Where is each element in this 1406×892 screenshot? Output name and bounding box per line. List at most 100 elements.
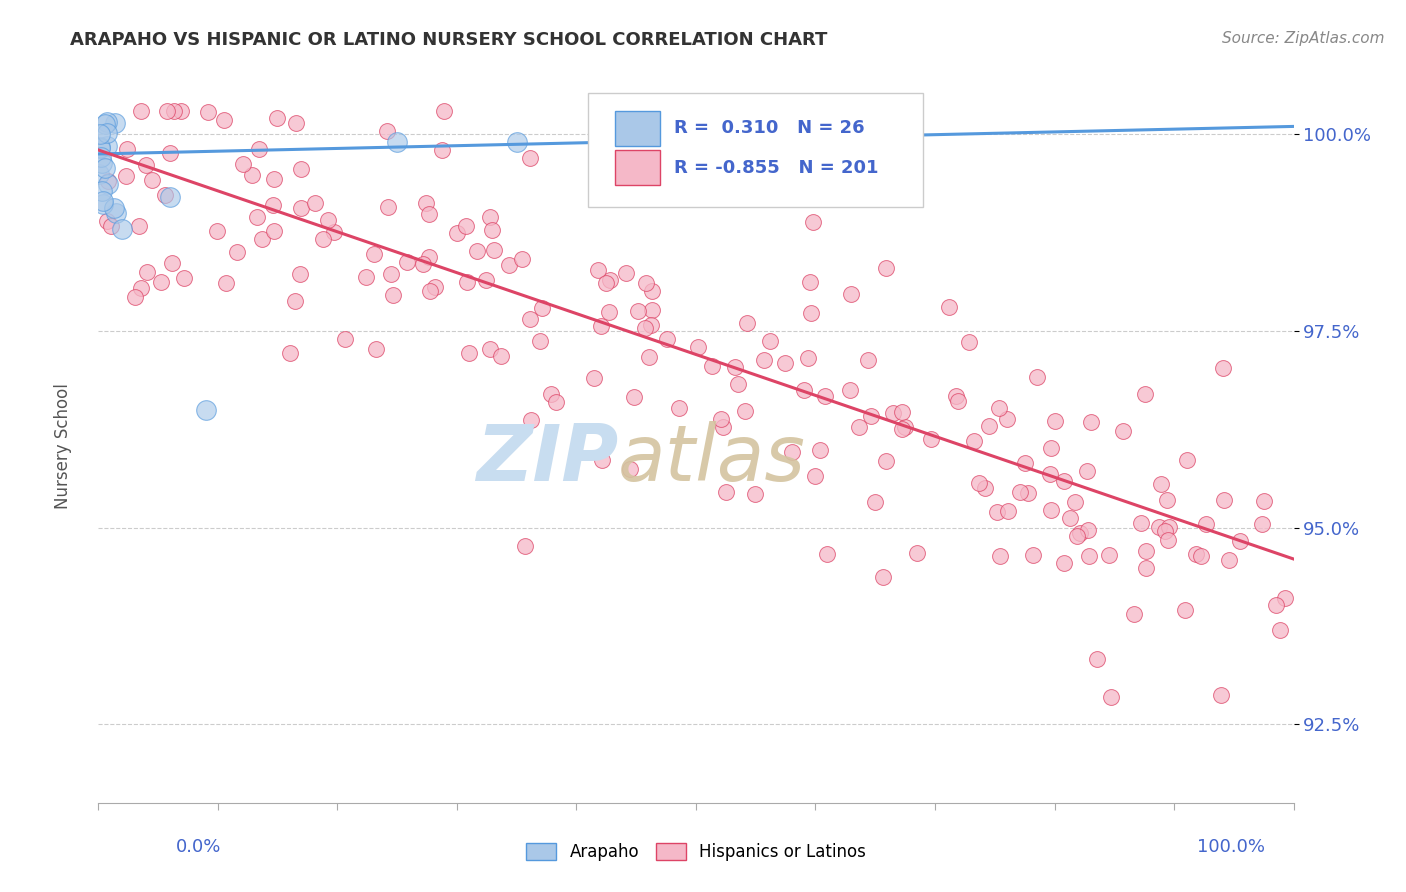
Point [446, 227, 468, 241]
Text: Nursery School: Nursery School [55, 383, 72, 509]
FancyBboxPatch shape [614, 111, 661, 146]
Text: ZIP: ZIP [477, 421, 619, 497]
Point [599, 273, 621, 287]
Point [1014, 456, 1036, 470]
Text: atlas: atlas [619, 421, 806, 497]
Point [700, 359, 723, 374]
Point [115, 169, 138, 184]
Point [598, 304, 620, 318]
Point [170, 103, 193, 118]
Point [640, 318, 662, 333]
Point [1212, 361, 1234, 376]
Point [103, 201, 125, 215]
Point [727, 377, 749, 392]
Point [1157, 519, 1180, 533]
Point [225, 245, 247, 260]
Point [1268, 623, 1291, 637]
Point [262, 198, 284, 212]
Point [87, 167, 110, 181]
Point [232, 156, 254, 170]
Point [93, 194, 115, 208]
Point [974, 482, 997, 496]
Point [685, 135, 707, 149]
Point [215, 276, 238, 290]
Point [905, 546, 928, 560]
Point [129, 281, 152, 295]
Point [1063, 495, 1085, 509]
Point [591, 453, 613, 467]
Point [323, 225, 346, 239]
Point [744, 486, 766, 500]
Point [815, 547, 838, 561]
Point [506, 135, 529, 149]
Point [1017, 486, 1039, 500]
Point [997, 504, 1019, 518]
Point [1150, 476, 1173, 491]
Point [136, 265, 159, 279]
Point [375, 123, 398, 137]
Point [800, 306, 823, 320]
Point [1229, 534, 1251, 549]
Point [891, 422, 914, 436]
Point [540, 387, 562, 401]
Point [872, 570, 894, 584]
Point [1085, 652, 1108, 666]
Point [418, 250, 440, 264]
Point [1111, 424, 1133, 438]
Point [856, 353, 879, 368]
Point [240, 168, 263, 182]
Point [803, 214, 825, 228]
Point [150, 275, 173, 289]
Point [735, 316, 758, 330]
Point [163, 103, 186, 118]
Point [839, 286, 862, 301]
Point [804, 469, 827, 483]
Point [415, 196, 437, 211]
Point [247, 142, 270, 156]
Point [159, 146, 181, 161]
Point [1189, 549, 1212, 563]
Point [263, 224, 285, 238]
Point [797, 351, 820, 365]
Point [478, 210, 501, 224]
Point [799, 275, 821, 289]
Point [91, 156, 114, 170]
Point [1147, 519, 1170, 533]
Point [156, 103, 179, 118]
Point [626, 303, 648, 318]
Point [96, 115, 118, 129]
Point [160, 256, 183, 270]
Point [1253, 494, 1275, 508]
Point [159, 190, 181, 204]
Point [1213, 493, 1236, 508]
Point [195, 402, 218, 417]
Point [1022, 548, 1045, 562]
Point [115, 142, 138, 156]
Point [380, 267, 402, 281]
Point [636, 276, 658, 290]
Point [90, 150, 112, 164]
Point [1130, 516, 1153, 530]
Point [1195, 516, 1218, 531]
Point [153, 188, 176, 202]
Point [1250, 516, 1272, 531]
Point [1135, 561, 1157, 575]
Point [1039, 467, 1062, 482]
Point [875, 453, 897, 467]
Point [412, 257, 434, 271]
Point [354, 270, 377, 285]
Point [688, 340, 710, 354]
Point [129, 103, 152, 118]
Point [205, 224, 228, 238]
Point [96, 213, 118, 227]
Text: 0.0%: 0.0% [176, 838, 221, 856]
Point [808, 443, 831, 458]
Point [963, 434, 986, 448]
Point [89, 127, 111, 141]
Point [882, 406, 904, 420]
Point [1039, 442, 1062, 456]
Point [544, 394, 567, 409]
Point [641, 302, 664, 317]
Point [865, 495, 887, 509]
Point [141, 173, 163, 187]
